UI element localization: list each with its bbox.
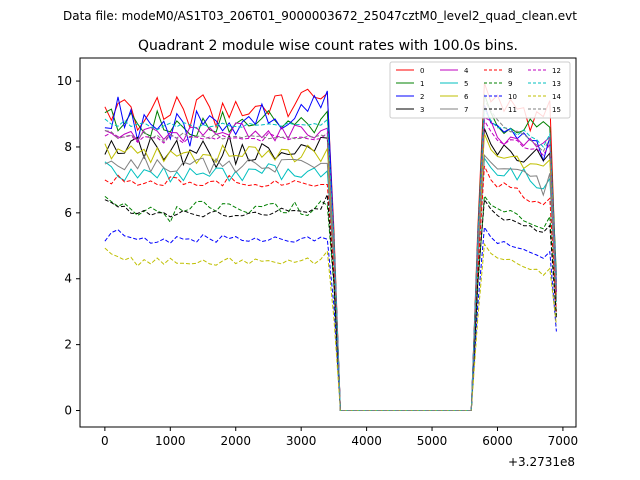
legend-box bbox=[389, 61, 571, 119]
x-tick-label: 1000 bbox=[155, 434, 186, 448]
legend-label-0: 0 bbox=[420, 67, 424, 75]
legend-label-15: 15 bbox=[552, 106, 561, 114]
y-tick-label: 6 bbox=[64, 206, 72, 220]
x-tick-label: 4000 bbox=[351, 434, 382, 448]
series-line-15 bbox=[104, 98, 557, 411]
x-tick-label: 5000 bbox=[417, 434, 448, 448]
x-tick-label: 3000 bbox=[286, 434, 317, 448]
legend-label-5: 5 bbox=[464, 80, 468, 88]
legend-label-10: 10 bbox=[508, 93, 517, 101]
legend-label-12: 12 bbox=[552, 67, 561, 75]
legend-label-1: 1 bbox=[420, 80, 424, 88]
x-offset-text: +3.2731e8 bbox=[508, 455, 575, 469]
y-tick-label: 10 bbox=[57, 74, 72, 88]
plot-frame bbox=[79, 57, 577, 428]
legend-label-13: 13 bbox=[552, 80, 561, 88]
y-tick-label: 4 bbox=[64, 272, 72, 286]
series-line-9 bbox=[104, 194, 557, 411]
y-tick-label: 8 bbox=[64, 140, 72, 154]
series-line-11 bbox=[104, 194, 557, 411]
x-tick-label: 7000 bbox=[548, 434, 579, 448]
series-line-7 bbox=[104, 153, 557, 411]
series-line-1 bbox=[104, 94, 557, 411]
file-name-suptitle: Data file: modeM0/AS1T03_206T01_90000036… bbox=[63, 9, 577, 23]
y-tick-label: 0 bbox=[64, 404, 72, 418]
x-tick-label: 6000 bbox=[482, 434, 513, 448]
y-axis: 0 2 4 6 8 10 bbox=[57, 74, 80, 418]
series-line-14 bbox=[104, 242, 557, 411]
legend-label-3: 3 bbox=[420, 106, 424, 114]
series-line-6 bbox=[104, 133, 557, 411]
legend-label-9: 9 bbox=[508, 80, 512, 88]
y-tick-label: 2 bbox=[64, 338, 72, 352]
legend-label-2: 2 bbox=[420, 93, 424, 101]
legend-label-4: 4 bbox=[464, 67, 469, 75]
chart-title: Quadrant 2 module wise count rates with … bbox=[138, 38, 518, 54]
series-layer bbox=[104, 82, 557, 411]
legend-label-11: 11 bbox=[508, 106, 517, 114]
legend-label-14: 14 bbox=[552, 93, 561, 101]
legend-label-8: 8 bbox=[508, 67, 512, 75]
x-axis: 0 1000 2000 3000 4000 5000 6000 7000 bbox=[101, 427, 578, 448]
x-tick-label: 0 bbox=[101, 434, 109, 448]
legend-label-6: 6 bbox=[464, 93, 469, 101]
series-line-10 bbox=[104, 225, 557, 411]
series-line-8 bbox=[104, 165, 557, 411]
x-tick-label: 2000 bbox=[220, 434, 251, 448]
legend-label-7: 7 bbox=[464, 106, 468, 114]
